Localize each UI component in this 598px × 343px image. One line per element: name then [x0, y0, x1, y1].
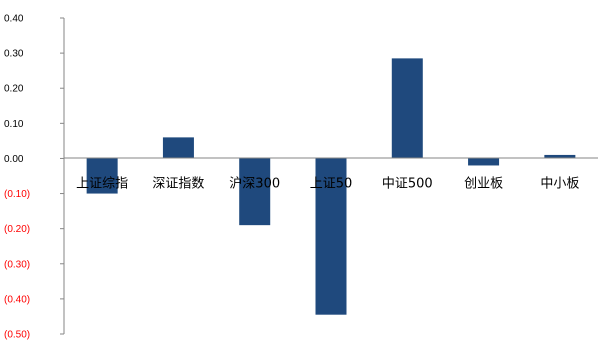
y-tick-label: 0.20 — [4, 84, 24, 95]
x-category-label: 上证50 — [310, 176, 353, 191]
x-category-label: 深证指数 — [152, 176, 204, 191]
bar — [86, 158, 118, 194]
y-tick-label: 0.40 — [4, 14, 24, 25]
y-tick-label: (0.50) — [4, 330, 30, 341]
bar — [239, 158, 271, 226]
x-category-label: 上证综指 — [76, 176, 128, 191]
x-category-label: 中小板 — [540, 176, 579, 191]
bars-group — [86, 58, 576, 315]
category-labels: 上证综指 深证指数 沪深300 上证50 中证500 创业板 中小板 — [76, 175, 579, 191]
y-tick-label: 0.30 — [4, 49, 24, 60]
x-category-label: 沪深300 — [229, 175, 280, 191]
y-axis-ticks: 0.40 0.30 0.20 0.10 0.00 (0.10) (0.20) (0.30) (0… — [4, 14, 64, 341]
y-tick-label: (0.30) — [4, 259, 30, 270]
y-tick-label: (0.40) — [4, 294, 30, 305]
bar — [468, 158, 500, 166]
x-category-label: 中证500 — [382, 176, 433, 191]
bar — [391, 58, 423, 159]
y-tick-label: 0.10 — [4, 119, 24, 130]
x-category-label: 创业板 — [464, 176, 503, 191]
y-tick-label: (0.10) — [4, 189, 30, 200]
bar — [315, 158, 347, 315]
y-tick-label: (0.20) — [4, 224, 30, 235]
bar — [162, 137, 194, 159]
y-tick-label: 0.00 — [4, 154, 24, 165]
bar — [544, 154, 576, 159]
